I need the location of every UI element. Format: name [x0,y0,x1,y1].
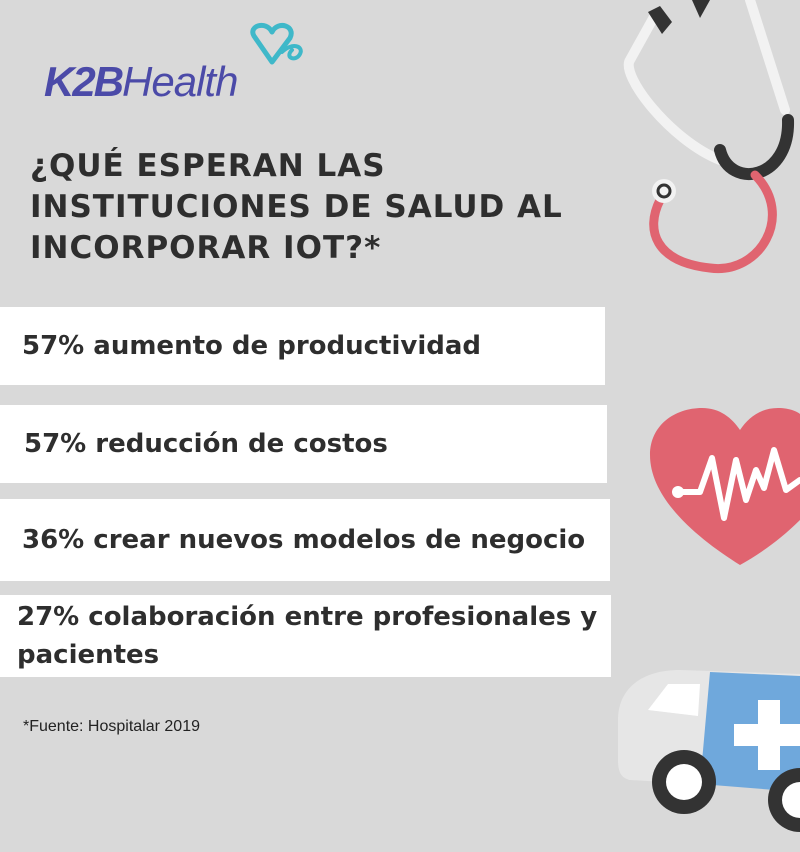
k2b-health-logo: K2BHealth [44,22,334,112]
logo-heart-icon [250,22,303,65]
stethoscope-icon [623,0,795,274]
stat-bar-business-models: 36% crear nuevos modelos de negocio [0,499,610,581]
source-note: *Fuente: Hospitalar 2019 [23,718,200,735]
stat-bar-productivity: 57% aumento de productividad [0,307,605,385]
logo-health: Health [122,58,238,105]
ambulance-icon [618,670,800,832]
stat-bar-collaboration: 27% colaboración entre profesionales y p… [0,595,611,677]
stat-bar-cost-reduction: 57% reducción de costos [0,405,607,483]
logo-wordmark: K2BHealth [44,58,238,105]
logo-k2b: K2B [44,58,124,105]
heartbeat-icon [650,408,800,565]
page-title: ¿QUÉ ESPERAN LAS INSTITUCIONES DE SALUD … [30,148,563,266]
